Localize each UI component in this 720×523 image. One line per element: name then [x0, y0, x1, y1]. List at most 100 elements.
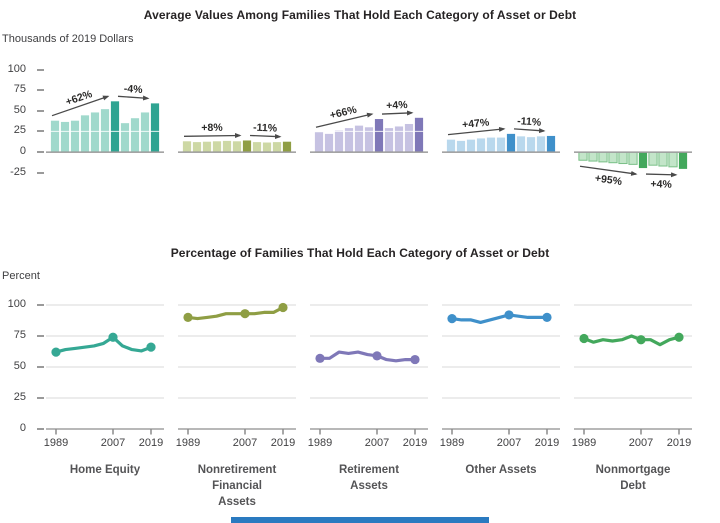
category-label-nonmortgage-debt: Nonmortgage Debt — [595, 464, 671, 492]
bar — [608, 151, 618, 164]
bar — [262, 142, 272, 152]
bar — [80, 115, 90, 152]
data-point-marker — [542, 312, 552, 322]
bar — [110, 101, 120, 152]
data-line — [54, 335, 153, 354]
bottom-unit-label: Percent — [2, 270, 40, 282]
bar-chart-retirement-assets: +66% +4% — [310, 99, 428, 153]
percent-change-label: -11% — [517, 115, 542, 129]
x-axis-tick-label: 1989 — [176, 437, 200, 449]
bar — [638, 152, 648, 169]
bar — [282, 141, 292, 152]
bar — [618, 151, 628, 165]
bar — [70, 120, 80, 152]
data-point-marker — [278, 302, 288, 313]
data-point-marker — [579, 333, 589, 344]
bar — [486, 137, 496, 152]
trend-arrow — [513, 128, 546, 134]
bar — [414, 117, 424, 152]
bar — [364, 127, 374, 152]
bar — [648, 151, 658, 166]
data-line — [186, 305, 285, 321]
y-axis-tick-mark — [37, 89, 44, 92]
percent-change-label: -4% — [123, 83, 143, 96]
x-axis-tick-label: 1989 — [440, 437, 464, 449]
bar — [100, 109, 110, 152]
x-axis-line — [442, 151, 560, 153]
line-chart-retirement-assets: 1989 2007 2019 — [308, 304, 428, 449]
bar-chart-nonmortgage-debt: +95% +4% — [574, 151, 692, 191]
x-axis-tick-label: 2007 — [365, 437, 389, 449]
bar — [678, 152, 688, 169]
data-point-marker — [410, 354, 420, 365]
bar — [120, 123, 130, 152]
bar — [222, 140, 232, 152]
y-axis-tick-label: 0 — [19, 145, 26, 157]
y-axis-tick-label: 75 — [13, 83, 26, 96]
bar — [242, 140, 252, 152]
trend-arrow — [183, 133, 242, 139]
data-point-marker — [183, 312, 193, 322]
bar — [130, 118, 140, 152]
x-axis-line — [178, 151, 296, 153]
bar — [496, 137, 506, 152]
y-axis-tick-mark — [37, 68, 44, 71]
bar — [344, 128, 354, 152]
trend-arrow — [645, 172, 678, 178]
trend-arrow — [315, 112, 374, 128]
bar — [384, 128, 394, 152]
x-axis-tick-label: 2007 — [497, 437, 521, 449]
bar — [192, 142, 202, 152]
y-axis-tick-mark — [37, 304, 44, 306]
x-axis-line — [574, 151, 692, 153]
bar — [374, 119, 384, 152]
bar — [60, 121, 70, 152]
category-label-home-equity: Home Equity — [69, 464, 141, 476]
bar — [334, 130, 344, 152]
bar — [404, 123, 414, 152]
y-axis-tick-label: 75 — [13, 329, 26, 341]
x-axis-tick-label: 1989 — [44, 437, 68, 449]
x-axis-tick-label: 2019 — [139, 437, 163, 449]
trend-arrow — [447, 126, 506, 136]
y-axis-tick-mark — [37, 109, 44, 112]
data-point-marker — [146, 342, 156, 352]
data-point-marker — [108, 332, 118, 342]
y-axis-tick-mark — [37, 335, 44, 337]
data-point-marker — [674, 332, 684, 342]
bar — [546, 135, 556, 152]
bar — [182, 141, 192, 152]
bar — [354, 125, 364, 152]
bar-chart-other-assets: +47% -11% — [442, 115, 560, 153]
category-label-nonretirement-financial-assets: Nonretirement Financial Assets — [197, 464, 277, 508]
bar — [526, 137, 536, 152]
percent-change-label: +8% — [201, 122, 223, 134]
percent-change-label: +4% — [650, 178, 672, 191]
bar — [466, 139, 476, 152]
bar — [314, 132, 324, 152]
top-unit-label: Thousands of 2019 Dollars — [2, 33, 134, 45]
x-axis-tick-label: 2019 — [667, 437, 691, 449]
data-line — [318, 350, 417, 363]
y-axis-tick-label: 100 — [7, 298, 26, 310]
x-axis-tick-label: 2007 — [101, 437, 125, 449]
bar — [212, 141, 222, 152]
bar — [150, 103, 160, 152]
bar — [578, 151, 588, 161]
data-point-marker — [636, 335, 646, 345]
data-point-marker — [447, 314, 457, 324]
y-axis-tick-mark — [37, 151, 44, 153]
bar — [446, 139, 456, 152]
trend-arrow — [117, 95, 150, 101]
y-axis-tick-label: 25 — [13, 391, 26, 403]
y-axis-tick-mark — [37, 428, 44, 430]
y-axis-tick-mark — [37, 366, 44, 368]
bar — [516, 136, 526, 152]
x-axis-tick-label: 2007 — [629, 437, 653, 449]
y-axis-tick-label: 0 — [19, 422, 26, 434]
trend-arrow — [51, 95, 110, 117]
bar — [628, 151, 638, 165]
footer-edge-bar — [231, 517, 489, 523]
bar — [536, 136, 546, 152]
y-axis-tick-label: 25 — [13, 124, 26, 137]
